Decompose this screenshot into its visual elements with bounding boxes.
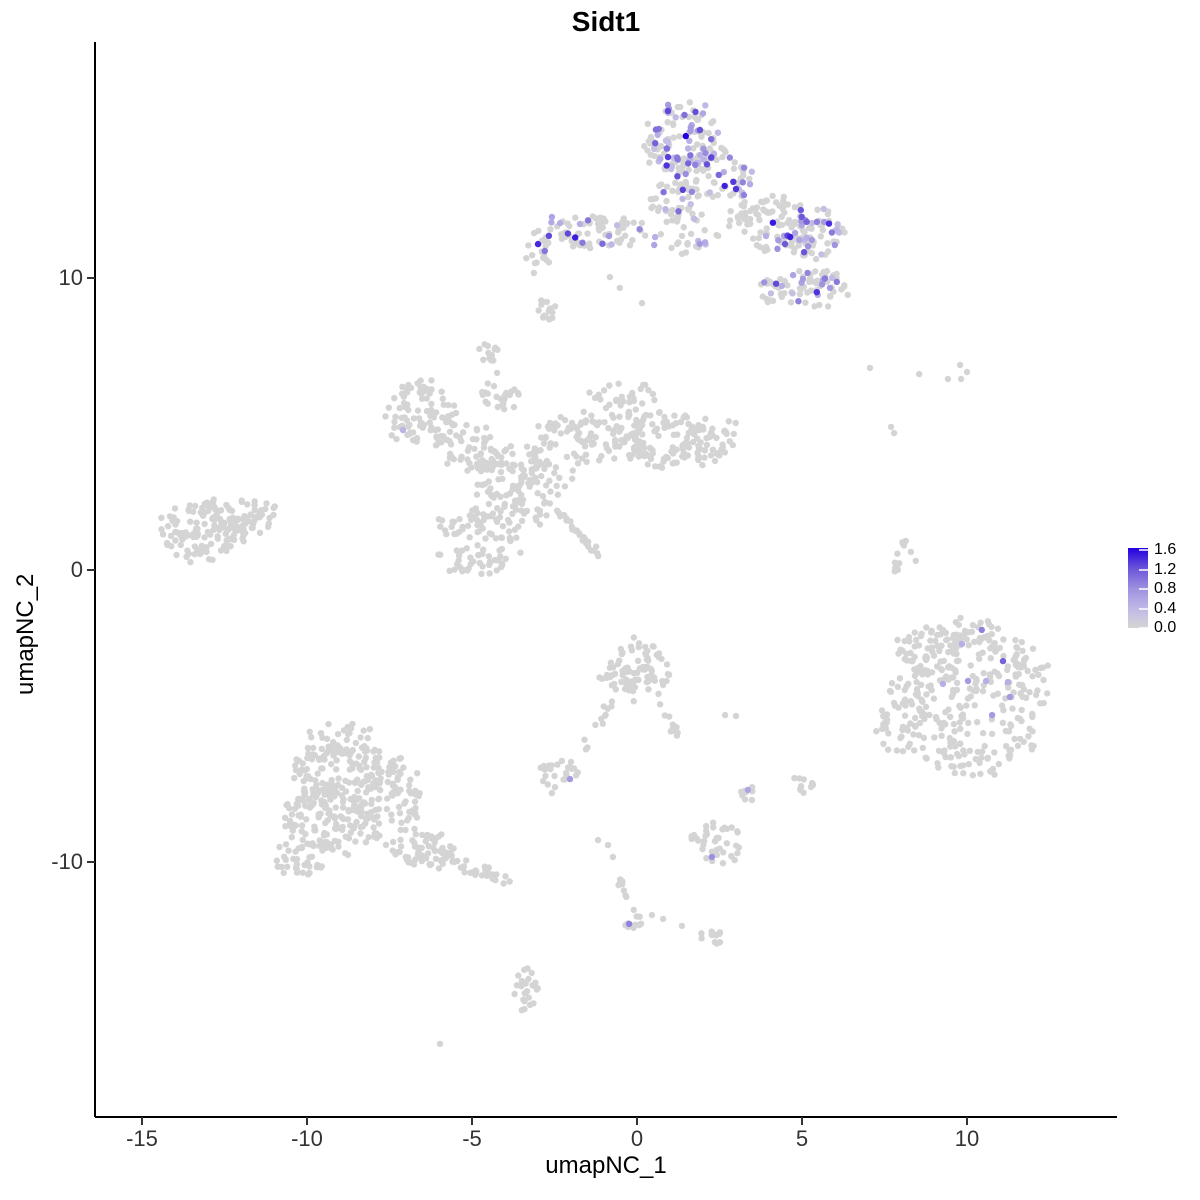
y-tick-label-1: 0	[70, 557, 83, 582]
plot-title: Sidt1	[571, 6, 641, 37]
x-axis-label: umapNC_1	[545, 1152, 667, 1179]
x-tick-label-1: -10	[291, 1126, 323, 1151]
colorbar-tick-mark-2	[1139, 588, 1148, 590]
colorbar-tick-mark-4	[1139, 627, 1148, 629]
x-tick-label-4: 5	[795, 1126, 809, 1151]
colorbar-tick-label-1: 1.2	[1154, 560, 1177, 578]
axis-ticks	[87, 277, 968, 1125]
y-tick-label-0: -10	[51, 849, 83, 874]
colorbar-tick-mark-1	[1139, 568, 1148, 571]
colorbar-tick-label-2: 0.8	[1154, 580, 1177, 597]
axis-lines	[94, 42, 1117, 1118]
x-tick-label-5: 10	[954, 1126, 980, 1151]
y-tick-label-2: 10	[58, 265, 83, 290]
x-tick-label-0: -15	[126, 1126, 158, 1151]
points-layer	[158, 99, 1052, 1048]
x-tick-label-3: 0	[630, 1126, 644, 1151]
colorbar-tick-label-4: 0.0	[1154, 619, 1177, 636]
colorbar-tick-label-3: 0.4	[1154, 599, 1177, 617]
colorbar-tick-mark-0	[1139, 549, 1148, 551]
colorbar-tick-label-0: 1.6	[1154, 541, 1177, 558]
colorbar-tick-mark-3	[1139, 607, 1148, 610]
x-tick-label-2: -5	[462, 1126, 482, 1151]
y-axis-label: umapNC_2	[12, 573, 39, 695]
colorbar-gradient	[1128, 548, 1148, 629]
